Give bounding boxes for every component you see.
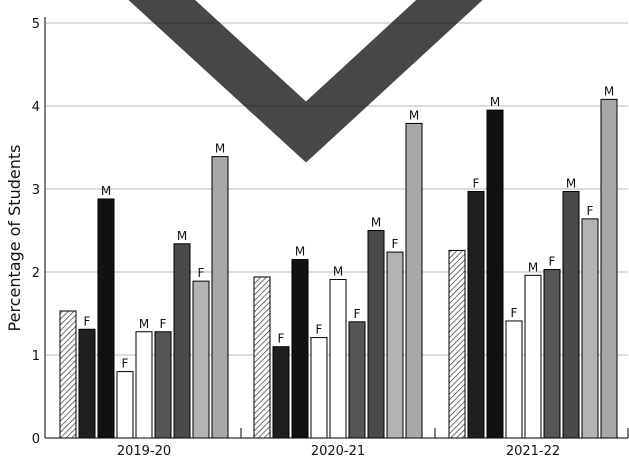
bar-label: F [160, 317, 167, 331]
bar [154, 331, 172, 439]
bar-label: F [511, 306, 518, 320]
bar-label: M [371, 216, 381, 230]
bar [448, 249, 466, 439]
y-tick-label: 0 [32, 432, 40, 447]
bar-label: M [177, 229, 187, 243]
bar-label: F [549, 255, 556, 269]
bar [192, 280, 210, 439]
bar-label: F [587, 204, 594, 218]
y-tick-label: 3 [32, 183, 40, 198]
y-tick-label: 1 [32, 349, 40, 364]
bar [272, 346, 290, 439]
bar [116, 371, 134, 439]
bar-label: F [354, 307, 361, 321]
bar-label: F [198, 266, 205, 280]
bar-label: F [392, 237, 399, 251]
bar-label: M [139, 317, 149, 331]
bar-label: F [316, 323, 323, 337]
y-tick-label: 5 [32, 17, 40, 32]
bar-label: M [604, 84, 614, 98]
bar-label: M [215, 142, 225, 156]
bar-label: M [295, 245, 305, 259]
decorative-heart-mark [128, 0, 483, 163]
y-tick-label: 2 [32, 266, 40, 281]
x-category-label: 2021-22 [506, 444, 560, 459]
bar [348, 321, 366, 439]
bar [600, 98, 618, 439]
y-axis-title: Percentage of Students [5, 145, 24, 332]
bar [386, 251, 404, 439]
bar [211, 156, 229, 439]
bar [581, 218, 599, 439]
y-tick-label: 4 [32, 100, 40, 115]
bar-label: M [566, 176, 576, 190]
bar [524, 274, 542, 439]
bar-label: F [84, 314, 91, 328]
bar [59, 310, 77, 439]
bar-label: M [101, 184, 111, 198]
bar [543, 269, 561, 439]
bar-label: M [490, 95, 500, 109]
x-category-label: 2020-21 [311, 444, 365, 459]
bar-label: F [473, 176, 480, 190]
bar [562, 190, 580, 439]
bar-label: M [333, 264, 343, 278]
bar [310, 337, 328, 439]
bar [405, 122, 423, 439]
bar-label: F [278, 332, 285, 346]
heart-watermark-icon [128, 0, 483, 163]
bar [291, 259, 309, 439]
x-category-label: 2019-20 [117, 444, 171, 459]
bar-label: M [409, 108, 419, 122]
axes: 0 1 2 3 4 5 2019-20 2020-21 2021-22 [32, 17, 629, 459]
bar-label: M [528, 260, 538, 274]
bar [135, 331, 153, 439]
bar [367, 230, 385, 439]
bar [467, 190, 485, 439]
bar [78, 328, 96, 439]
bar [97, 198, 115, 439]
bar [253, 276, 271, 439]
bar [329, 278, 347, 439]
bar [486, 109, 504, 439]
bar [173, 243, 191, 439]
bar-label: F [122, 357, 129, 371]
bar [505, 320, 523, 439]
